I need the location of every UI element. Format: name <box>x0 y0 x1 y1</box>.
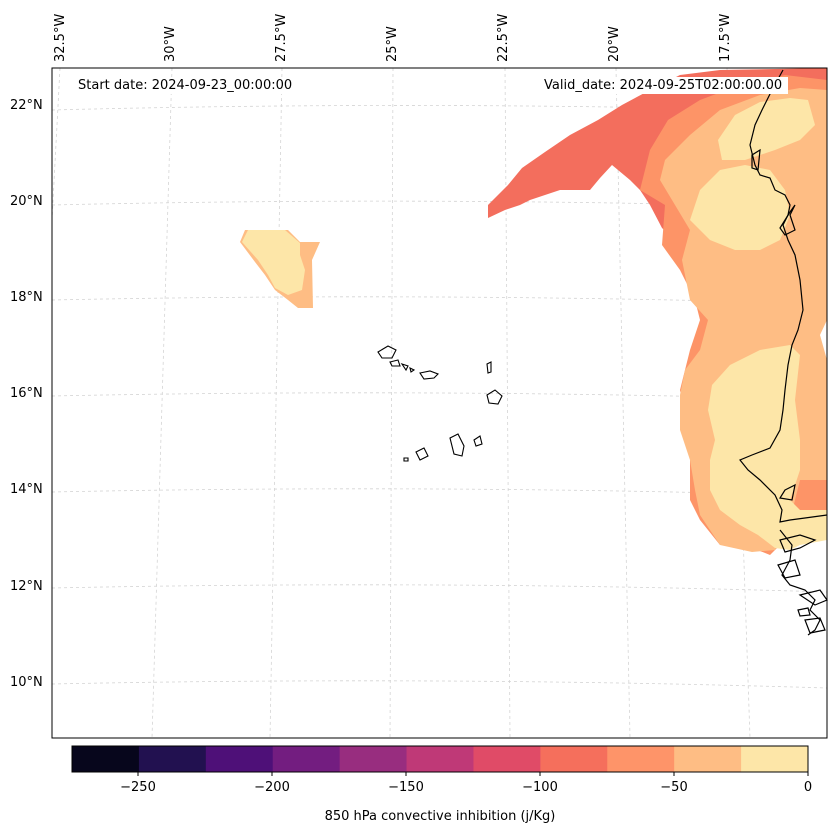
lon-label-17.5w: 17.5°W <box>718 13 733 62</box>
lat-label-16n: 16°N <box>10 386 43 401</box>
start-date-label: Start date: 2024-09-23_00:00:00 <box>72 77 299 94</box>
colorbar-tick-label: −250 <box>120 780 156 795</box>
lat-label-22n: 22°N <box>10 98 43 113</box>
colorbar <box>71 745 809 776</box>
lon-label-22.5w: 22.5°W <box>496 13 511 62</box>
colorbar-swatch <box>473 746 541 772</box>
colorbar-swatch <box>674 746 742 772</box>
lat-label-20n: 20°N <box>10 194 43 209</box>
colorbar-tick-label: −100 <box>522 780 558 795</box>
colorbar-swatch <box>339 746 408 772</box>
colorbar-tick-label: −50 <box>660 780 688 795</box>
valid-date-label: Valid_date: 2024-09-25T02:00:00.00 <box>538 77 789 94</box>
lon-label-27.5w: 27.5°W <box>274 13 289 62</box>
cin-patch-west-inner <box>242 230 305 295</box>
lon-label-32.5w: 32.5°W <box>53 13 68 62</box>
colorbar-swatch <box>138 746 207 772</box>
colorbar-swatch <box>205 746 274 772</box>
cin-region-0-25 <box>708 345 827 550</box>
colorbar-swatch <box>607 746 675 772</box>
lon-label-30w: 30°W <box>163 26 178 62</box>
lat-label-12n: 12°N <box>10 579 43 594</box>
graticule <box>51 67 828 739</box>
colorbar-swatch <box>272 746 341 772</box>
colorbar-tick-label: 0 <box>803 780 813 795</box>
cin-region-0-25-mid <box>690 165 790 250</box>
colorbar-border <box>71 745 809 773</box>
lat-label-18n: 18°N <box>10 290 43 305</box>
cin-region-0-25-north <box>718 98 815 160</box>
colorbar-swatch <box>741 746 809 772</box>
colorbar-tick-label: −150 <box>388 780 424 795</box>
map-frame-border <box>51 67 828 739</box>
lon-label-20w: 20°W <box>607 26 622 62</box>
colorbar-label: 850 hPa convective inhibition (j/Kg) <box>324 809 556 824</box>
colorbar-swatch <box>406 746 474 772</box>
coast-africa-south <box>779 529 821 636</box>
lat-label-14n: 14°N <box>10 482 43 497</box>
colorbar-tick-label: −200 <box>254 780 290 795</box>
lon-label-25w: 25°W <box>385 26 400 62</box>
colorbar-swatch <box>540 746 608 772</box>
colorbar-swatch <box>72 746 140 772</box>
cin-shading <box>240 68 827 555</box>
lat-label-10n: 10°N <box>10 675 43 690</box>
cape-verde-islands <box>377 345 503 462</box>
